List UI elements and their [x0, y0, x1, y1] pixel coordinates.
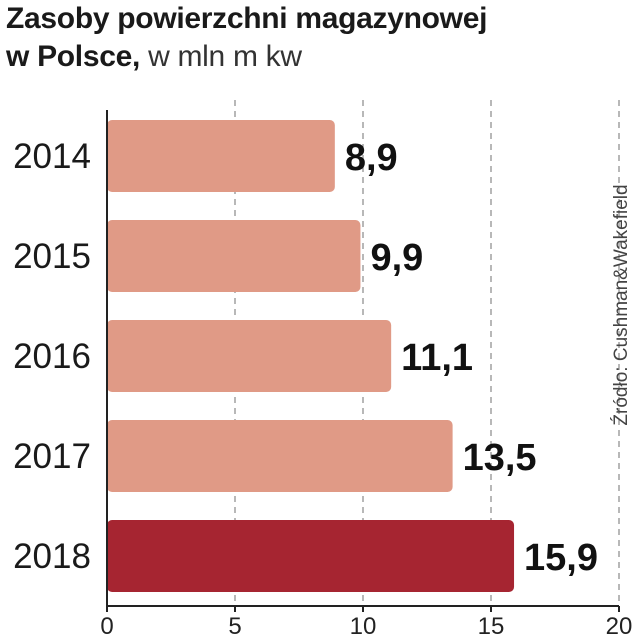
bar-2016 — [107, 320, 392, 392]
category-label-2017: 2017 — [13, 437, 91, 476]
bar-2018 — [107, 520, 515, 592]
title-unit: w mln m kw — [140, 40, 302, 73]
value-label-2018: 15,9 — [524, 537, 598, 579]
value-label-2017: 13,5 — [463, 437, 537, 479]
bar-2014 — [107, 120, 335, 192]
category-label-2018: 2018 — [13, 537, 91, 576]
title-line-1: Zasoby powierzchni magazynowej — [6, 2, 488, 35]
value-label-2016: 11,1 — [401, 337, 473, 379]
x-tick-label-20: 20 — [606, 613, 633, 640]
bar-2017 — [107, 420, 453, 492]
source-note: Źródło: Cushman&Wakefield — [611, 184, 632, 426]
x-tick-label-0: 0 — [100, 613, 113, 640]
x-tick-label-10: 10 — [350, 613, 377, 640]
value-label-2014: 8,9 — [345, 137, 398, 179]
category-label-2016: 2016 — [13, 337, 91, 376]
category-label-2014: 2014 — [13, 137, 91, 176]
chart-title: Zasoby powierzchni magazynowej w Polsce,… — [6, 0, 636, 76]
value-label-2015: 9,9 — [370, 237, 423, 279]
bar-2015 — [107, 220, 361, 292]
x-tick-label-5: 5 — [228, 613, 241, 640]
category-label-2015: 2015 — [13, 237, 91, 276]
x-tick-label-15: 15 — [478, 613, 505, 640]
title-line-2: w Polsce, — [6, 40, 141, 73]
